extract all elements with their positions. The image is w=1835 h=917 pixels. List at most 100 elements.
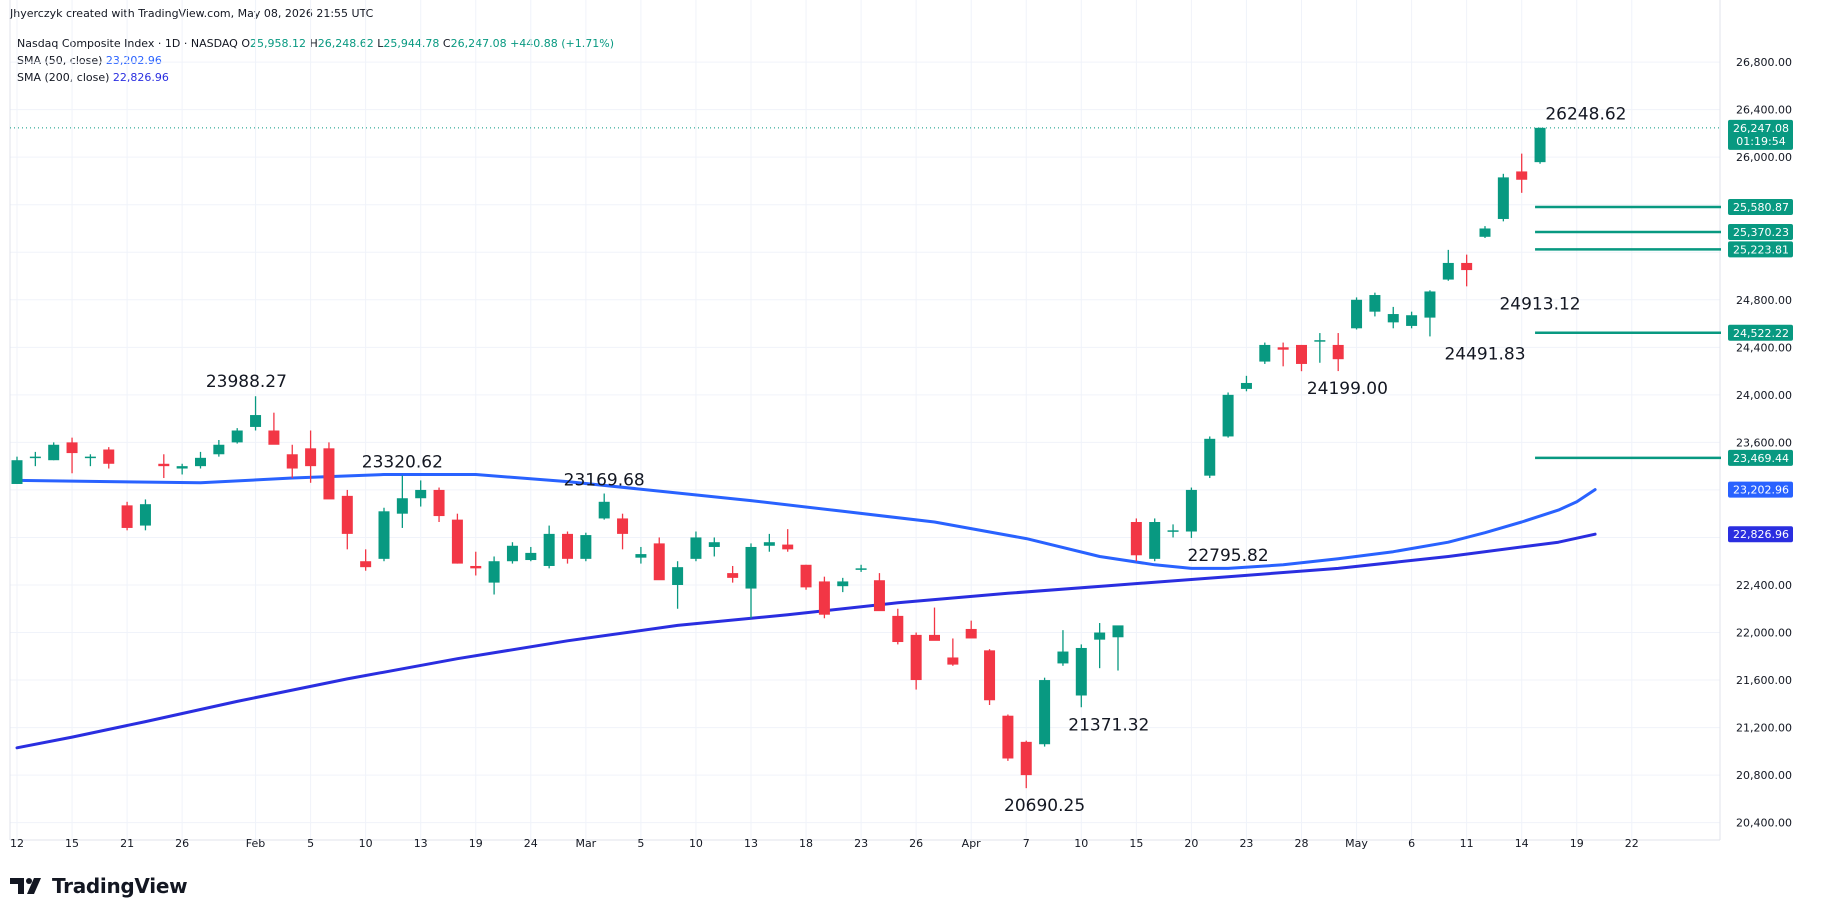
- x-tick-label: 5: [637, 837, 644, 850]
- sma50-row[interactable]: SMA (50, close) 23,202.96: [17, 52, 614, 69]
- high-label: H: [309, 37, 318, 50]
- candle-up: [1112, 625, 1124, 671]
- candle-up: [1149, 518, 1161, 562]
- x-tick-label: 14: [1515, 837, 1529, 850]
- price-annotation: 20690.25: [1004, 796, 1085, 816]
- candle-down: [965, 620, 977, 639]
- sma200-label[interactable]: SMA (200, close): [17, 71, 110, 84]
- candle-body: [213, 444, 225, 455]
- grid: [9, 0, 1721, 841]
- candle-body: [1461, 262, 1473, 271]
- tradingview-logo[interactable]: TradingView: [10, 874, 188, 898]
- candle-body: [562, 533, 573, 559]
- candle-up: [176, 463, 188, 475]
- candle-body: [1094, 632, 1106, 640]
- candle-down: [1277, 342, 1289, 367]
- sma50-label[interactable]: SMA (50, close): [17, 54, 103, 67]
- candle-down: [66, 437, 78, 474]
- candle-body: [305, 448, 317, 467]
- candle-up: [378, 507, 390, 562]
- price-annotation: 26248.62: [1545, 105, 1626, 125]
- candle-body: [947, 657, 959, 665]
- candle-down: [158, 454, 170, 479]
- candle-body: [1479, 228, 1491, 237]
- x-tick-label: 15: [65, 837, 79, 850]
- candle-body: [910, 634, 922, 681]
- candle-body: [1057, 651, 1069, 664]
- y-tick-label: 26,800.00: [1736, 56, 1792, 69]
- candle-body: [470, 565, 482, 569]
- x-tick-label: 26: [175, 837, 189, 850]
- high-value: 26,248.62: [317, 37, 374, 50]
- sma-value-tag: 23,202.96: [1733, 484, 1789, 497]
- candle-body: [892, 615, 904, 643]
- candle-body: [139, 504, 151, 526]
- candle-up: [1406, 311, 1418, 329]
- candle-body: [66, 442, 78, 454]
- x-axis[interactable]: 12 15 21 26 Feb 5 10 13 19 24 Mar 5 10 13 18 23 26 Apr 7 10…: [10, 837, 1639, 850]
- candle-body: [818, 581, 830, 615]
- candle-up: [598, 493, 610, 520]
- x-tick-label: 10: [689, 837, 703, 850]
- x-tick-label: 6: [1408, 837, 1415, 850]
- sma200-line: [15, 532, 1597, 750]
- low-label: L: [377, 37, 384, 50]
- candle-body: [451, 519, 463, 564]
- candle-up: [543, 525, 555, 569]
- candle-body: [1259, 344, 1271, 362]
- candle-body: [158, 463, 170, 467]
- candle-up: [1185, 487, 1197, 538]
- candle-body: [48, 444, 60, 461]
- candle-body: [1222, 394, 1234, 437]
- price-annotation: 24913.12: [1499, 294, 1580, 314]
- price-annotation: 24199.00: [1307, 379, 1388, 399]
- x-tick-label: 7: [1023, 837, 1030, 850]
- y-tick-label: 26,400.00: [1736, 104, 1792, 117]
- candle-body: [782, 544, 794, 550]
- sma50-value: 23,202.96: [105, 54, 162, 67]
- y-axis[interactable]: 20,400.00 20,800.00 21,200.00 21,600.00 22,0…: [1721, 0, 1835, 840]
- last-price-tag-bg: [1728, 119, 1793, 150]
- candle-up: [1039, 677, 1051, 747]
- candle-body: [672, 567, 684, 585]
- y-tick-label: 22,000.00: [1736, 627, 1792, 640]
- candle-body: [415, 489, 427, 499]
- candle-up: [1259, 342, 1271, 364]
- last-price-tag: 26,247.08: [1733, 122, 1789, 135]
- candle-body: [984, 650, 996, 701]
- price-level-tag: 24,522.22: [1733, 327, 1789, 340]
- price-annotation: 23988.27: [206, 372, 287, 392]
- candle-body: [580, 535, 592, 559]
- candle-down: [873, 573, 885, 612]
- candle-up: [506, 542, 518, 564]
- sma-value-tag-bg: [1728, 481, 1793, 498]
- candle-down: [1461, 254, 1473, 287]
- candle-body: [396, 498, 408, 514]
- candle-body: [231, 430, 243, 443]
- price-level-tag: 23,469.44: [1733, 452, 1789, 465]
- candle-down: [360, 549, 372, 571]
- y-tick-label: 26,000.00: [1736, 151, 1792, 164]
- candle-up: [1204, 436, 1216, 479]
- candle-body: [1387, 314, 1399, 323]
- candle-body: [708, 542, 720, 547]
- candle-up: [1351, 297, 1363, 330]
- candle-down: [1516, 153, 1528, 193]
- candle-down: [323, 442, 335, 500]
- candle-up: [745, 543, 757, 619]
- x-tick-label: 19: [1570, 837, 1584, 850]
- sma200-path: [15, 532, 1597, 750]
- candle-body: [176, 466, 188, 469]
- candle-up: [855, 564, 867, 572]
- candle-body: [341, 495, 353, 534]
- candle-body: [103, 449, 115, 464]
- candle-down: [910, 632, 922, 690]
- candle-body: [1332, 344, 1344, 360]
- candle-down: [892, 608, 904, 645]
- candle-up: [1497, 173, 1509, 222]
- close-label: C: [442, 37, 451, 50]
- candle-body: [873, 580, 885, 612]
- candle-body: [1314, 340, 1326, 342]
- candle-body: [195, 457, 206, 467]
